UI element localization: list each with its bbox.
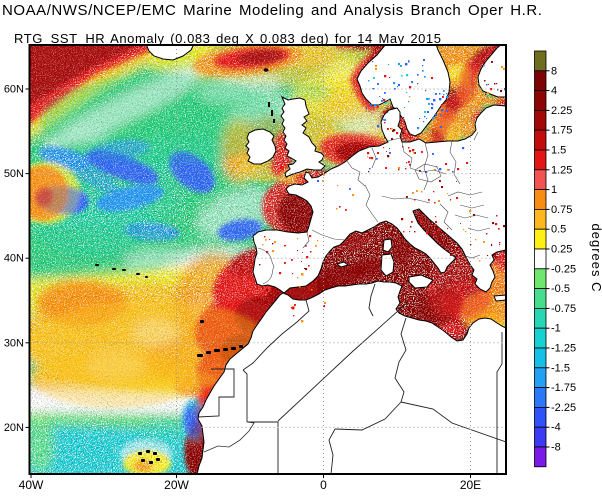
svg-text:-8: -8	[551, 442, 561, 454]
svg-text:2.25: 2.25	[551, 105, 572, 117]
svg-text:-0.5: -0.5	[551, 283, 570, 295]
svg-text:30N: 30N	[4, 337, 24, 349]
svg-text:-0.75: -0.75	[551, 303, 576, 315]
svg-text:1.5: 1.5	[551, 145, 566, 157]
svg-text:0: 0	[320, 478, 327, 492]
svg-text:1.75: 1.75	[551, 125, 572, 137]
svg-text:-1.25: -1.25	[551, 343, 576, 355]
svg-text:40W: 40W	[19, 478, 44, 492]
svg-text:0.75: 0.75	[551, 204, 572, 216]
svg-text:1.25: 1.25	[551, 164, 572, 176]
svg-text:20W: 20W	[164, 478, 189, 492]
svg-text:8: 8	[551, 65, 557, 77]
svg-text:0.25: 0.25	[551, 244, 572, 256]
svg-text:50N: 50N	[4, 168, 24, 180]
svg-text:-2.25: -2.25	[551, 402, 576, 414]
svg-text:-4: -4	[551, 422, 561, 434]
svg-text:40N: 40N	[4, 253, 24, 265]
svg-text:1: 1	[551, 184, 557, 196]
svg-text:-1: -1	[551, 323, 561, 335]
svg-text:0.5: 0.5	[551, 224, 566, 236]
svg-text:4: 4	[551, 85, 557, 97]
svg-text:-0.25: -0.25	[551, 263, 576, 275]
svg-text:60N: 60N	[4, 84, 24, 96]
svg-text:20N: 20N	[4, 422, 24, 434]
svg-text:-1.5: -1.5	[551, 362, 570, 374]
svg-text:-1.75: -1.75	[551, 382, 576, 394]
svg-text:20E: 20E	[460, 478, 481, 492]
svg-text:degrees C: degrees C	[589, 224, 602, 293]
